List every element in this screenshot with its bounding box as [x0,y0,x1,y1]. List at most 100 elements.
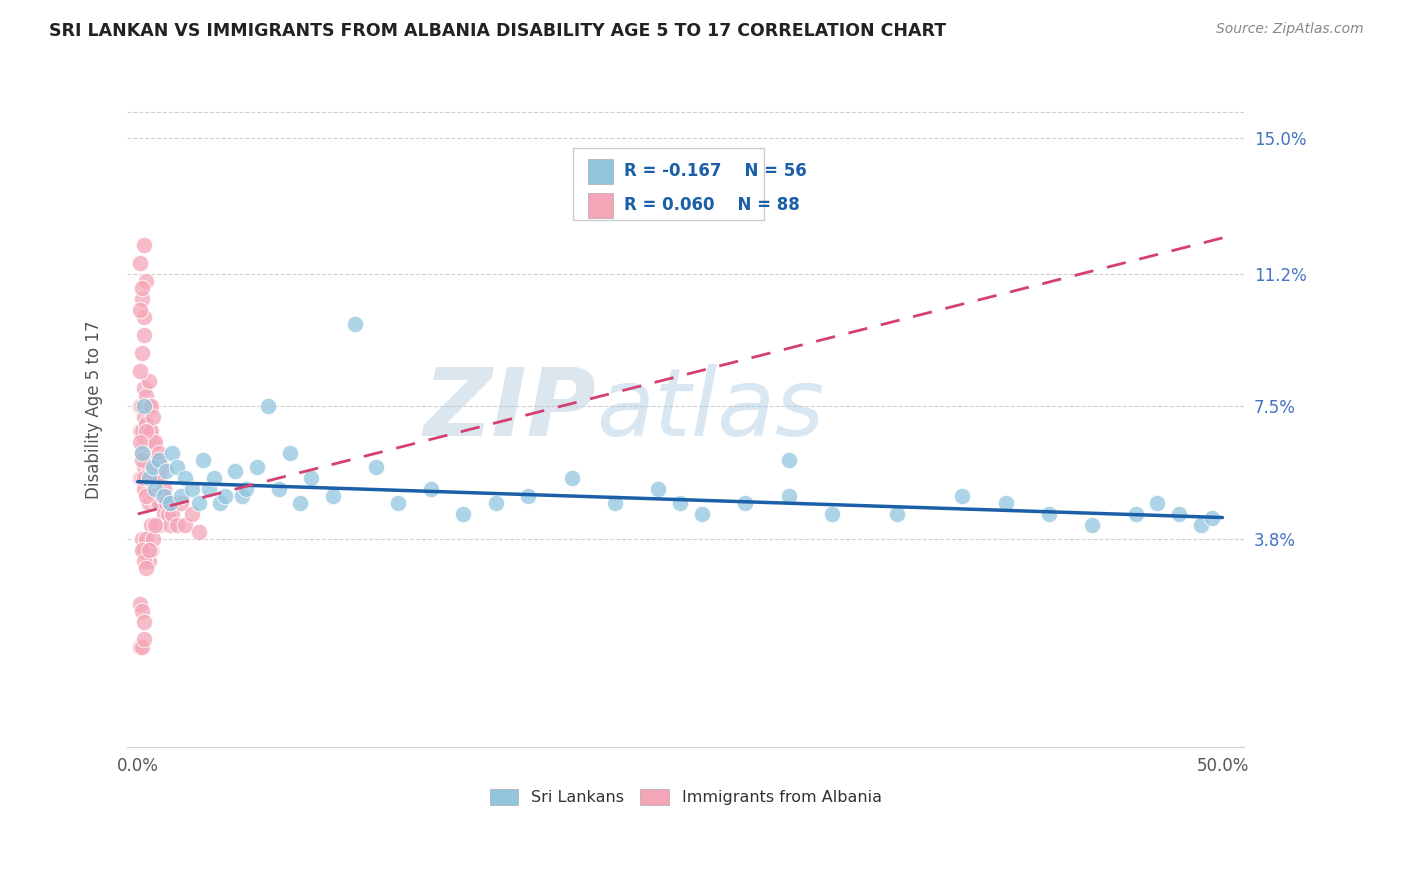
Point [778,453,800,467]
Point [148,471,170,485]
Point [134,327,156,342]
Point [170,489,193,503]
Point [174,517,197,532]
Point [821,507,844,521]
Point [202,471,225,485]
Point [143,435,166,450]
Point [134,400,156,414]
Point [148,517,170,532]
Point [138,374,160,388]
Point [187,496,209,510]
Point [135,446,157,460]
Point [1125,507,1147,521]
Point [143,460,166,475]
Point [131,400,153,414]
Point [146,496,169,510]
Point [135,489,157,503]
Point [135,560,157,574]
Point [135,425,157,439]
Point [214,489,236,503]
Point [451,507,474,521]
Point [129,400,152,414]
Point [419,482,441,496]
Text: SRI LANKAN VS IMMIGRANTS FROM ALBANIA DISABILITY AGE 5 TO 17 CORRELATION CHART: SRI LANKAN VS IMMIGRANTS FROM ALBANIA DI… [49,22,946,40]
Point [1146,496,1168,510]
Point [143,482,166,496]
Point [138,460,160,475]
Point [162,507,184,521]
Point [134,238,156,252]
Point [1038,507,1060,521]
Point [131,425,153,439]
Point [129,435,152,450]
Point [139,542,162,557]
Point [155,464,177,478]
Point [159,496,181,510]
Point [142,489,165,503]
Point [134,542,156,557]
Point [778,489,800,503]
Point [166,517,188,532]
Point [146,471,169,485]
Point [129,640,152,654]
Point [152,489,174,503]
Point [139,400,162,414]
Point [134,460,156,475]
Point [143,489,166,503]
Point [517,489,540,503]
Text: Source: ZipAtlas.com: Source: ZipAtlas.com [1216,22,1364,37]
Point [290,496,312,510]
Point [235,482,257,496]
Point [159,517,181,532]
Point [734,496,756,510]
Point [134,615,156,629]
Point [150,460,173,475]
Point [139,517,162,532]
Point [131,453,153,467]
Point [191,453,214,467]
Point [134,410,156,425]
Point [134,471,156,485]
Point [148,446,170,460]
Point [198,482,221,496]
Point [131,292,153,306]
Point [181,507,204,521]
Point [131,446,153,460]
Point [138,471,160,485]
Point [138,453,160,467]
Point [139,471,162,485]
Point [129,302,152,317]
Point [148,453,170,467]
Point [135,274,157,288]
Point [131,345,153,359]
Point [131,604,153,618]
Point [139,453,162,467]
Point [1189,517,1212,532]
Point [224,464,246,478]
Point [131,471,153,485]
Point [134,435,156,450]
Point [174,471,197,485]
Point [139,425,162,439]
Text: atlas: atlas [596,365,824,456]
Point [152,482,174,496]
Point [142,410,165,425]
Point [135,471,157,485]
Point [138,471,160,485]
Point [690,507,713,521]
Point [886,507,908,521]
Point [152,507,174,521]
Point [138,542,160,557]
Point [166,460,188,475]
Point [647,482,669,496]
Point [148,496,170,510]
Point [129,471,152,485]
Point [209,496,232,510]
Point [669,496,692,510]
Point [162,446,184,460]
Point [129,425,152,439]
Point [135,417,157,432]
Point [322,489,344,503]
Point [129,256,152,270]
Point [366,460,388,475]
